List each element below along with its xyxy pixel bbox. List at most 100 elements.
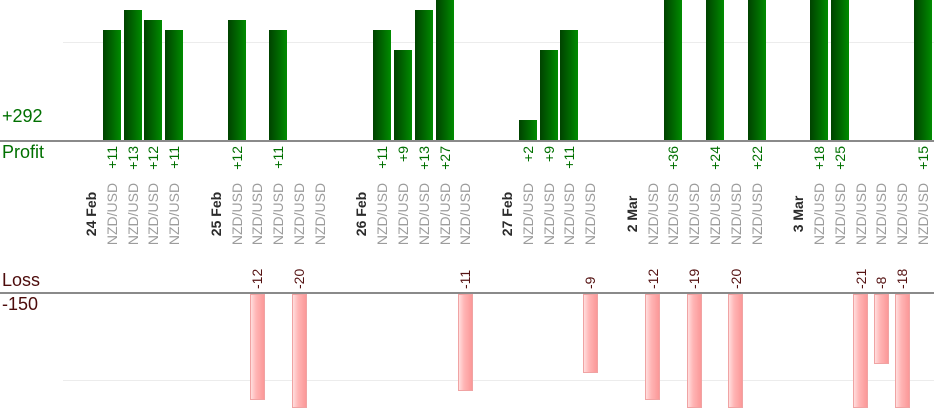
instrument-label: NZD/USD — [873, 182, 890, 246]
instrument-label: NZD/USD — [811, 182, 827, 246]
profit-value-label: +11 — [270, 146, 287, 169]
loss-bar — [873, 294, 889, 365]
loss-total: -150 — [2, 294, 39, 314]
instrument-label: NZD/USD — [831, 182, 848, 246]
date-label: 26 Feb — [353, 191, 370, 237]
loss-value-label: -12 — [249, 268, 266, 289]
loss-bar — [686, 294, 702, 408]
profit-value-label: +9 — [540, 146, 557, 162]
profit-value-label: +11 — [103, 146, 120, 169]
loss-value-label: -8 — [873, 276, 890, 289]
loss-value-label: -19 — [686, 268, 703, 289]
instrument-label: NZD/USD — [436, 182, 453, 246]
profit-value-label: +11 — [166, 146, 183, 169]
instrument-label: NZD/USD — [270, 182, 287, 246]
instrument-label: NZD/USD — [249, 182, 266, 246]
loss-value-label: -9 — [582, 276, 599, 289]
profit-bar — [560, 30, 579, 140]
loss-value-label: -12 — [644, 268, 661, 289]
profit-bar — [102, 30, 121, 140]
instrument-label: NZD/USD — [457, 182, 474, 246]
profit-value-label: +12 — [228, 146, 245, 170]
loss-bar — [249, 294, 265, 400]
profit-bar — [123, 10, 142, 140]
loss-axis-title: Loss — [2, 270, 41, 290]
date-label: 25 Feb — [207, 191, 224, 237]
profit-value-label: +13 — [415, 146, 432, 170]
loss-bar — [291, 294, 307, 408]
profit-bar — [664, 0, 683, 140]
instrument-label: NZD/USD — [415, 182, 432, 246]
loss-value-label: -11 — [457, 269, 474, 289]
date-label: 24 Feb — [83, 191, 99, 237]
instrument-label: NZD/USD — [228, 182, 245, 246]
profit-value-label: +36 — [665, 146, 682, 170]
instrument-label: NZD/USD — [665, 182, 682, 246]
profit-bar — [394, 50, 412, 140]
profit-bar — [227, 20, 246, 140]
profit-value-label: +2 — [519, 146, 536, 162]
profit-value-label: +27 — [436, 146, 453, 170]
instrument-label: NZD/USD — [395, 182, 411, 246]
loss-value-label: -20 — [727, 268, 744, 289]
profit-value-label: +13 — [124, 146, 141, 170]
profit-bar — [518, 120, 537, 140]
profit-bar — [414, 10, 433, 140]
date-label: 2 Mar — [623, 195, 640, 233]
loss-bar — [853, 294, 869, 408]
instrument-label: NZD/USD — [727, 182, 744, 246]
profit-bar — [539, 50, 558, 140]
loss-gridline — [63, 380, 934, 381]
profit-value-label: +18 — [811, 146, 827, 170]
loss-bar — [457, 294, 473, 391]
instrument-label: NZD/USD — [894, 182, 911, 246]
instrument-label: NZD/USD — [374, 182, 391, 246]
profit-bar — [830, 0, 849, 140]
loss-axis-line — [0, 292, 934, 294]
profit-value-label: +11 — [561, 146, 578, 169]
profit-bar — [435, 0, 454, 140]
profit-bar — [144, 20, 163, 140]
loss-value-label: -18 — [894, 268, 911, 289]
instrument-label: NZD/USD — [145, 182, 162, 246]
instrument-label: NZD/USD — [166, 182, 183, 246]
profit-value-label: +22 — [748, 146, 765, 170]
instrument-label: NZD/USD — [124, 182, 141, 246]
profit-axis-title: Profit — [2, 142, 45, 162]
date-label: 3 Mar — [790, 195, 807, 233]
instrument-label: NZD/USD — [748, 182, 765, 246]
loss-value-label: -20 — [291, 268, 307, 289]
profit-bar — [810, 0, 828, 140]
profit-bar — [269, 30, 288, 140]
loss-bar — [645, 294, 661, 400]
loss-value-label: -21 — [852, 268, 869, 289]
profit-value-label: +9 — [395, 146, 411, 162]
profit-axis-line — [0, 140, 934, 142]
profit-value-label: +25 — [831, 146, 848, 170]
loss-bar — [582, 294, 598, 374]
instrument-label: NZD/USD — [915, 182, 931, 246]
profit-bar — [706, 0, 724, 140]
instrument-label: NZD/USD — [686, 182, 703, 246]
profit-gridline — [63, 42, 934, 43]
instrument-label: NZD/USD — [540, 182, 557, 246]
instrument-label: NZD/USD — [582, 182, 599, 246]
instrument-label: NZD/USD — [103, 182, 120, 246]
instrument-label: NZD/USD — [644, 182, 661, 246]
profit-bar — [165, 30, 184, 140]
instrument-label: NZD/USD — [291, 182, 307, 246]
profit-bar — [747, 0, 766, 140]
loss-bar — [894, 294, 910, 408]
instrument-label: NZD/USD — [852, 182, 869, 246]
profit-bar — [914, 0, 932, 140]
instrument-label: NZD/USD — [311, 182, 328, 246]
instrument-label: NZD/USD — [707, 182, 723, 246]
profit-total: +292 — [2, 106, 43, 126]
profit-value-label: +24 — [707, 146, 723, 170]
profit-bar — [373, 30, 392, 140]
profit-value-label: +12 — [145, 146, 162, 170]
profit-value-label: +15 — [915, 146, 931, 170]
instrument-label: NZD/USD — [561, 182, 578, 246]
loss-bar — [728, 294, 744, 408]
